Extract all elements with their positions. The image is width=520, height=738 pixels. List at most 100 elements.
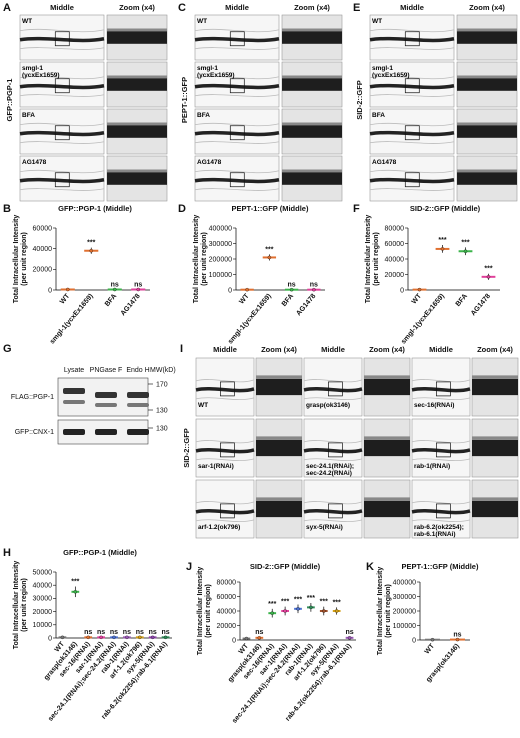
y-tick-label: 60000 <box>385 241 405 248</box>
row-label: sec-24.1(RNAi); sec-24.2(RNAi) <box>306 463 354 477</box>
mean-dot <box>150 635 155 640</box>
zoom-band-edge <box>256 436 302 440</box>
row-label: BFA <box>372 112 385 119</box>
intestine-band <box>195 509 255 515</box>
row-label: WT <box>197 18 207 25</box>
zoom-band <box>457 172 517 185</box>
zoom-band <box>282 78 342 91</box>
intestine-band <box>303 387 363 393</box>
y-axis-label: Total Intracellular Intensity(per unit r… <box>13 215 28 304</box>
zoom-band-edge <box>256 497 302 501</box>
worm-outline <box>194 169 280 174</box>
row-label: BFA <box>197 112 210 119</box>
zoom-box <box>436 442 451 458</box>
zoom-band-edge <box>256 375 302 379</box>
zoom-band-edge <box>107 75 167 79</box>
worm-outline <box>369 122 455 127</box>
chart-title: GFP::PGP-1 (Middle) <box>63 548 137 557</box>
mw-label: MW(kD) <box>150 367 176 374</box>
y-axis-label-line: Total Intracellular Intensity <box>13 561 20 650</box>
zoom-box <box>404 78 420 94</box>
zoom-box <box>220 503 235 519</box>
row-label-line: AG1478 <box>372 159 397 166</box>
y-tick-label: 0 <box>400 287 404 294</box>
mean-dot <box>289 287 294 292</box>
row-label-line: arf-1.2(ok796) <box>198 524 240 531</box>
column-header: Middle <box>213 345 237 354</box>
mean-dot <box>270 611 274 615</box>
zoom-band-edge <box>107 169 167 173</box>
row-label: WT <box>22 18 32 25</box>
mean-dot <box>73 590 78 594</box>
row-label: smgl-1 (ycxEx1659) <box>372 65 410 79</box>
zoom-band <box>282 31 342 44</box>
column-header: Middle <box>50 3 74 12</box>
row-label: AG1478 <box>22 159 47 166</box>
significance: ns <box>310 282 318 289</box>
significance: *** <box>438 237 446 244</box>
mean-dot <box>463 249 468 253</box>
band <box>95 429 117 435</box>
y-axis-label-line: Total Intracellular Intensity <box>365 215 372 304</box>
zoom-band <box>256 500 302 518</box>
chart-title: GFP::PGP-1 (Middle) <box>58 204 132 213</box>
chart-title: PEPT-1::GFP (Middle) <box>232 204 309 213</box>
worm-outline <box>195 458 255 462</box>
significance: ns <box>97 629 105 636</box>
row-label: rab-6.2(ok2254); rab-6.1(RNAi) <box>414 524 464 538</box>
row-label-line: (ycxEx1659) <box>372 72 410 79</box>
middle-image <box>195 479 255 539</box>
zoom-box <box>229 78 245 94</box>
row-label: WT <box>372 18 382 25</box>
x-tick-label: WT <box>59 292 72 305</box>
row-label: arf-1.2(ok796) <box>198 524 240 531</box>
column-header: Zoom (x4) <box>119 3 155 12</box>
x-tick-label: smgl-1(ycxEx1659) <box>49 293 95 346</box>
worm-outline <box>19 47 105 50</box>
blot-row-label: FLAG::PGP-1 <box>11 394 54 401</box>
y-axis-label-line: (per unit region) <box>201 232 208 286</box>
worm-outline <box>303 519 363 523</box>
row-label-line: rab-6.1(RNAi) <box>414 531 456 538</box>
x-tick-label: WT <box>238 292 251 305</box>
marker-label: SID-2::GFP <box>182 428 191 468</box>
zoom-band <box>107 125 167 138</box>
worm-outline <box>19 169 105 174</box>
row-label-line: WT <box>372 18 382 25</box>
row-label-line: rab-1(RNAi) <box>414 463 450 470</box>
worm-outline <box>411 519 471 523</box>
x-tick-label: WT <box>424 642 437 655</box>
significance: ns <box>111 281 119 288</box>
row-label-line: sec-16(RNAi) <box>414 402 454 409</box>
y-tick-label: 30000 <box>33 596 53 603</box>
mean-dot <box>440 247 445 251</box>
mean-dot <box>66 287 70 292</box>
y-tick-label: 40000 <box>217 608 237 615</box>
zoom-band-edge <box>282 75 342 79</box>
significance: *** <box>307 595 315 602</box>
y-axis-label: Total Intracellular Intensity(per unit r… <box>365 215 380 304</box>
x-tick-label: smgl-1(ycxEx1659) <box>400 293 446 346</box>
panel-label: I <box>180 343 183 355</box>
worm-outline <box>303 458 363 462</box>
row-label-line: sec-24.1(RNAi); <box>306 463 354 470</box>
middle-image <box>411 418 471 478</box>
y-tick-label: 300000 <box>209 241 232 248</box>
significance: ns <box>136 629 144 636</box>
mean-dot <box>267 255 272 260</box>
significance: *** <box>268 601 276 608</box>
worm-outline <box>411 458 471 462</box>
mean-dot <box>296 607 300 611</box>
row-label-line: WT <box>22 18 32 25</box>
zoom-band-edge <box>282 169 342 173</box>
zoom-band <box>107 78 167 91</box>
middle-image <box>411 479 471 539</box>
mean-dot <box>99 635 103 640</box>
panel-label: D <box>178 203 186 215</box>
significance: ns <box>123 629 131 636</box>
mean-dot <box>417 287 422 292</box>
y-tick-label: 0 <box>228 287 232 294</box>
intestine-band <box>369 83 455 90</box>
zoom-box <box>436 503 451 519</box>
